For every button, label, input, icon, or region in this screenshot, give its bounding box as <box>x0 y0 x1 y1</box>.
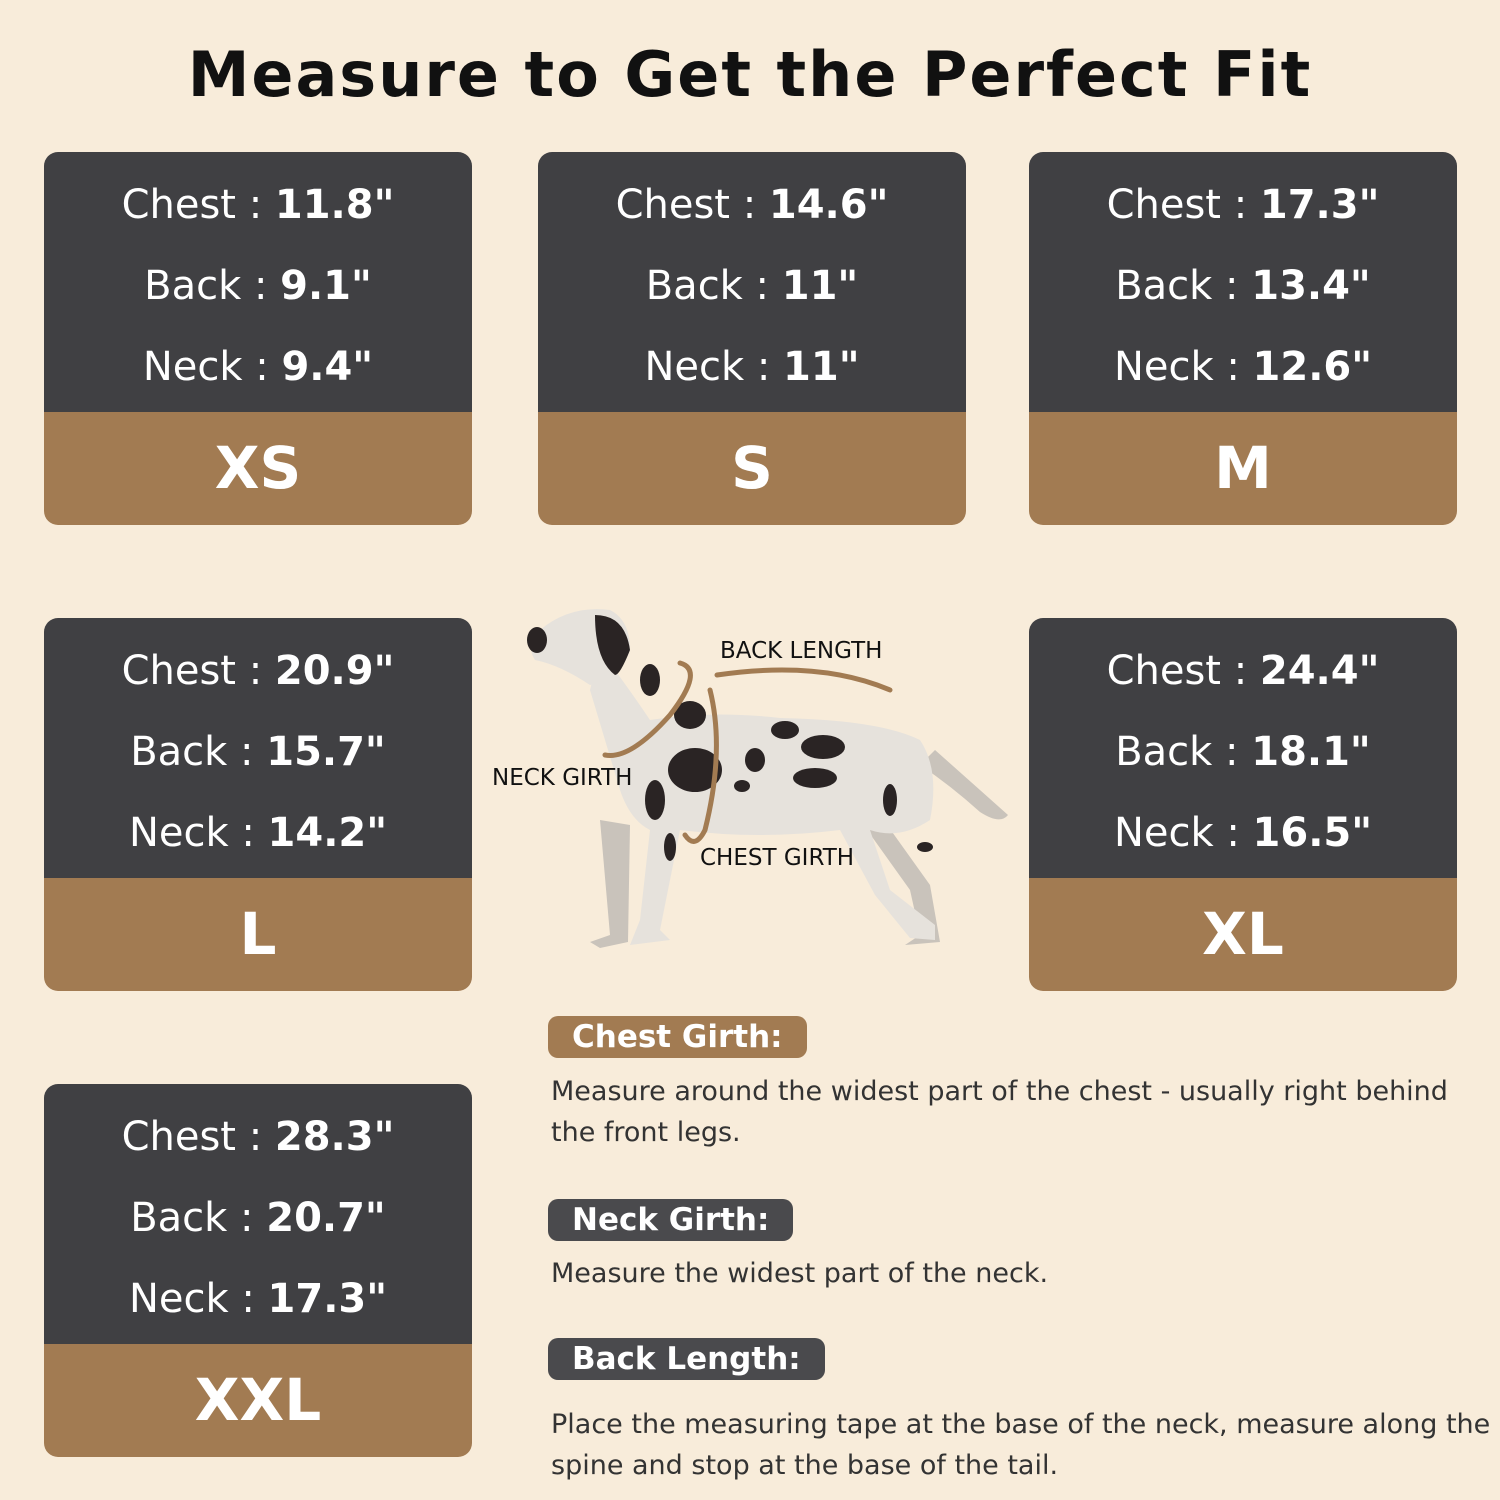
size-card-xs: Chest : 11.8" Back : 9.1" Neck : 9.4" XS <box>44 152 472 525</box>
neck-measurement: Neck : 12.6" <box>1113 344 1373 390</box>
size-card-s: Chest : 14.6" Back : 11" Neck : 11" S <box>538 152 966 525</box>
back-length-heading: Back Length: <box>548 1338 825 1380</box>
size-card-xxl: Chest : 28.3" Back : 20.7" Neck : 17.3" XXL <box>44 1084 472 1457</box>
back-measurement: Back : 20.7" <box>130 1195 386 1241</box>
chest-girth-text: Measure around the widest part of the ch… <box>551 1076 1448 1148</box>
size-label: XXL <box>44 1344 472 1457</box>
neck-measurement: Neck : 16.5" <box>1113 810 1373 856</box>
chest-girth-label: CHEST GIRTH <box>700 845 855 871</box>
neck-girth-label: NECK GIRTH <box>492 765 633 791</box>
chest-measurement: Chest : 24.4" <box>1106 648 1380 694</box>
size-label: M <box>1029 412 1457 525</box>
size-label: L <box>44 878 472 991</box>
size-label: XS <box>44 412 472 525</box>
size-card-l: Chest : 20.9" Back : 15.7" Neck : 14.2" L <box>44 618 472 991</box>
measurements: Chest : 14.6" Back : 11" Neck : 11" <box>538 152 966 412</box>
chest-measurement: Chest : 14.6" <box>615 182 889 228</box>
measurements: Chest : 28.3" Back : 20.7" Neck : 17.3" <box>44 1084 472 1344</box>
back-measurement: Back : 13.4" <box>1115 263 1371 309</box>
neck-girth-heading: Neck Girth: <box>548 1199 794 1241</box>
page-title: Measure to Get the Perfect Fit <box>187 38 1313 111</box>
measurements: Chest : 11.8" Back : 9.1" Neck : 9.4" <box>44 152 472 412</box>
chest-measurement: Chest : 20.9" <box>121 648 395 694</box>
neck-girth-text: Measure the widest part of the neck. <box>551 1258 1049 1289</box>
chest-measurement: Chest : 17.3" <box>1106 182 1380 228</box>
back-length-label: BACK LENGTH <box>720 638 883 664</box>
chest-girth-heading: Chest Girth: <box>548 1016 807 1058</box>
size-card-xl: Chest : 24.4" Back : 18.1" Neck : 16.5" XL <box>1029 618 1457 991</box>
neck-measurement: Neck : 14.2" <box>128 810 388 856</box>
neck-measurement: Neck : 11" <box>644 344 860 390</box>
dalmatian-diagram <box>527 609 1008 948</box>
neck-measurement: Neck : 17.3" <box>128 1276 388 1322</box>
back-measurement: Back : 18.1" <box>1115 729 1371 775</box>
back-measurement: Back : 11" <box>645 263 859 309</box>
measurements: Chest : 24.4" Back : 18.1" Neck : 16.5" <box>1029 618 1457 878</box>
back-measurement: Back : 9.1" <box>144 263 372 309</box>
back-length-text: Place the measuring tape at the base of … <box>551 1409 1491 1481</box>
neck-measurement: Neck : 9.4" <box>142 344 374 390</box>
measurements: Chest : 17.3" Back : 13.4" Neck : 12.6" <box>1029 152 1457 412</box>
chest-measurement: Chest : 28.3" <box>121 1114 395 1160</box>
measurements: Chest : 20.9" Back : 15.7" Neck : 14.2" <box>44 618 472 878</box>
size-label: XL <box>1029 878 1457 991</box>
chest-measurement: Chest : 11.8" <box>121 182 395 228</box>
size-card-m: Chest : 17.3" Back : 13.4" Neck : 12.6" M <box>1029 152 1457 525</box>
back-measurement: Back : 15.7" <box>130 729 386 775</box>
size-label: S <box>538 412 966 525</box>
